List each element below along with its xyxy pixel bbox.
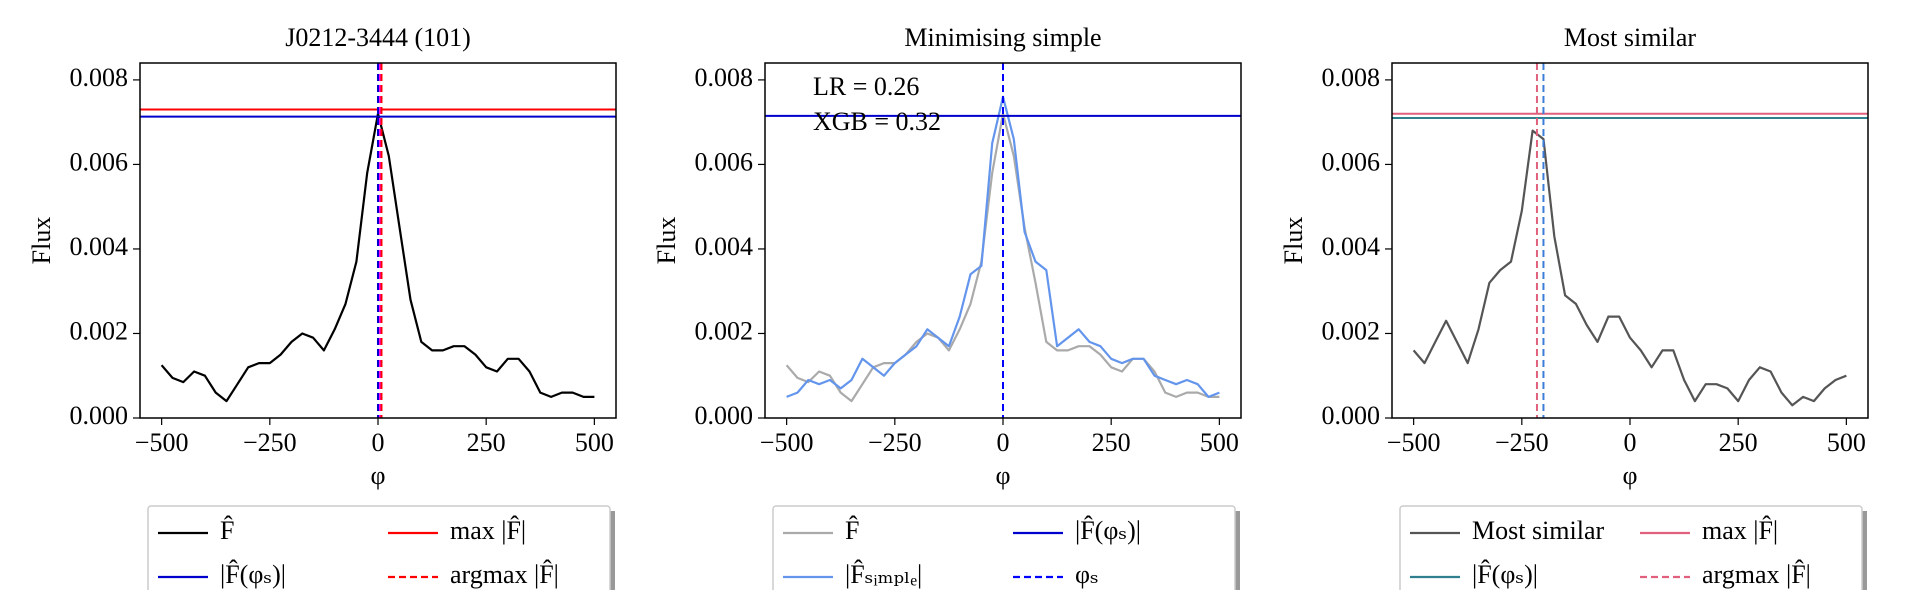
x-tick-label: −500 bbox=[1387, 428, 1441, 457]
annotation: LR = 0.26 bbox=[813, 72, 919, 101]
y-tick-label: 0.006 bbox=[1322, 147, 1381, 176]
legend-label: |F̂(φₛ)| bbox=[1075, 516, 1141, 545]
x-axis-label: φ bbox=[995, 461, 1010, 490]
x-tick-label: 250 bbox=[467, 428, 506, 457]
plot-area bbox=[140, 63, 616, 418]
annotation: XGB = 0.32 bbox=[813, 107, 941, 136]
y-tick-label: 0.006 bbox=[695, 147, 754, 176]
series-line bbox=[1412, 129, 1847, 407]
x-tick-label: 500 bbox=[575, 428, 614, 457]
y-tick-label: 0.008 bbox=[70, 63, 129, 92]
x-tick-label: 250 bbox=[1719, 428, 1758, 457]
x-axis-label: φ bbox=[1622, 461, 1637, 490]
legend-label: F̂ bbox=[220, 516, 234, 545]
plot-area bbox=[1392, 63, 1868, 418]
y-axis-label: Flux bbox=[652, 217, 681, 265]
x-tick-label: 0 bbox=[1624, 428, 1637, 457]
y-tick-label: 0.000 bbox=[695, 401, 754, 430]
plot-area bbox=[765, 63, 1241, 418]
y-tick-label: 0.004 bbox=[695, 232, 754, 261]
y-tick-label: 0.008 bbox=[1322, 63, 1381, 92]
y-tick-label: 0.002 bbox=[1322, 316, 1381, 345]
chart-title: J0212-3444 (101) bbox=[285, 23, 471, 52]
chart-title: Minimising simple bbox=[904, 23, 1101, 52]
legend-label: φₛ bbox=[1075, 560, 1099, 589]
y-tick-label: 0.008 bbox=[695, 63, 754, 92]
x-tick-label: 0 bbox=[997, 428, 1010, 457]
x-axis-label: φ bbox=[370, 461, 385, 490]
chart-title: Most similar bbox=[1564, 23, 1697, 52]
x-tick-label: 500 bbox=[1200, 428, 1239, 457]
x-tick-label: −250 bbox=[868, 428, 922, 457]
axes-frame bbox=[139, 62, 617, 419]
legend-label: |F̂(φₛ)| bbox=[1472, 560, 1538, 589]
y-tick-label: 0.004 bbox=[70, 232, 129, 261]
y-axis-label: Flux bbox=[1279, 217, 1308, 265]
legend-label: argmax |F̂| bbox=[1702, 560, 1811, 589]
x-tick-label: −250 bbox=[1495, 428, 1549, 457]
legend-box bbox=[772, 505, 1236, 590]
x-tick-label: −500 bbox=[760, 428, 814, 457]
legend-box bbox=[147, 505, 611, 590]
y-tick-label: 0.000 bbox=[1322, 401, 1381, 430]
legend-box bbox=[1399, 505, 1863, 590]
axes-frame bbox=[1391, 62, 1869, 419]
y-tick-label: 0.004 bbox=[1322, 232, 1381, 261]
legend-label: max |F̂| bbox=[1702, 516, 1778, 545]
y-tick-label: 0.006 bbox=[70, 147, 129, 176]
y-axis-label: Flux bbox=[27, 217, 56, 265]
x-tick-label: 250 bbox=[1092, 428, 1131, 457]
x-tick-label: 500 bbox=[1827, 428, 1866, 457]
y-tick-label: 0.002 bbox=[695, 316, 754, 345]
x-tick-label: 0 bbox=[372, 428, 385, 457]
legend-label: F̂ bbox=[845, 516, 859, 545]
legend-label: argmax |F̂| bbox=[450, 560, 559, 589]
y-tick-label: 0.002 bbox=[70, 316, 129, 345]
legend-label: Most similar bbox=[1472, 516, 1605, 545]
axes-frame bbox=[764, 62, 1242, 419]
legend-label: |F̂ₛᵢₘₚₗₑ| bbox=[845, 560, 922, 589]
x-tick-label: −250 bbox=[243, 428, 297, 457]
y-tick-label: 0.000 bbox=[70, 401, 129, 430]
legend-label: max |F̂| bbox=[450, 516, 526, 545]
legend-label: |F̂(φₛ)| bbox=[220, 560, 286, 589]
x-tick-label: −500 bbox=[135, 428, 189, 457]
